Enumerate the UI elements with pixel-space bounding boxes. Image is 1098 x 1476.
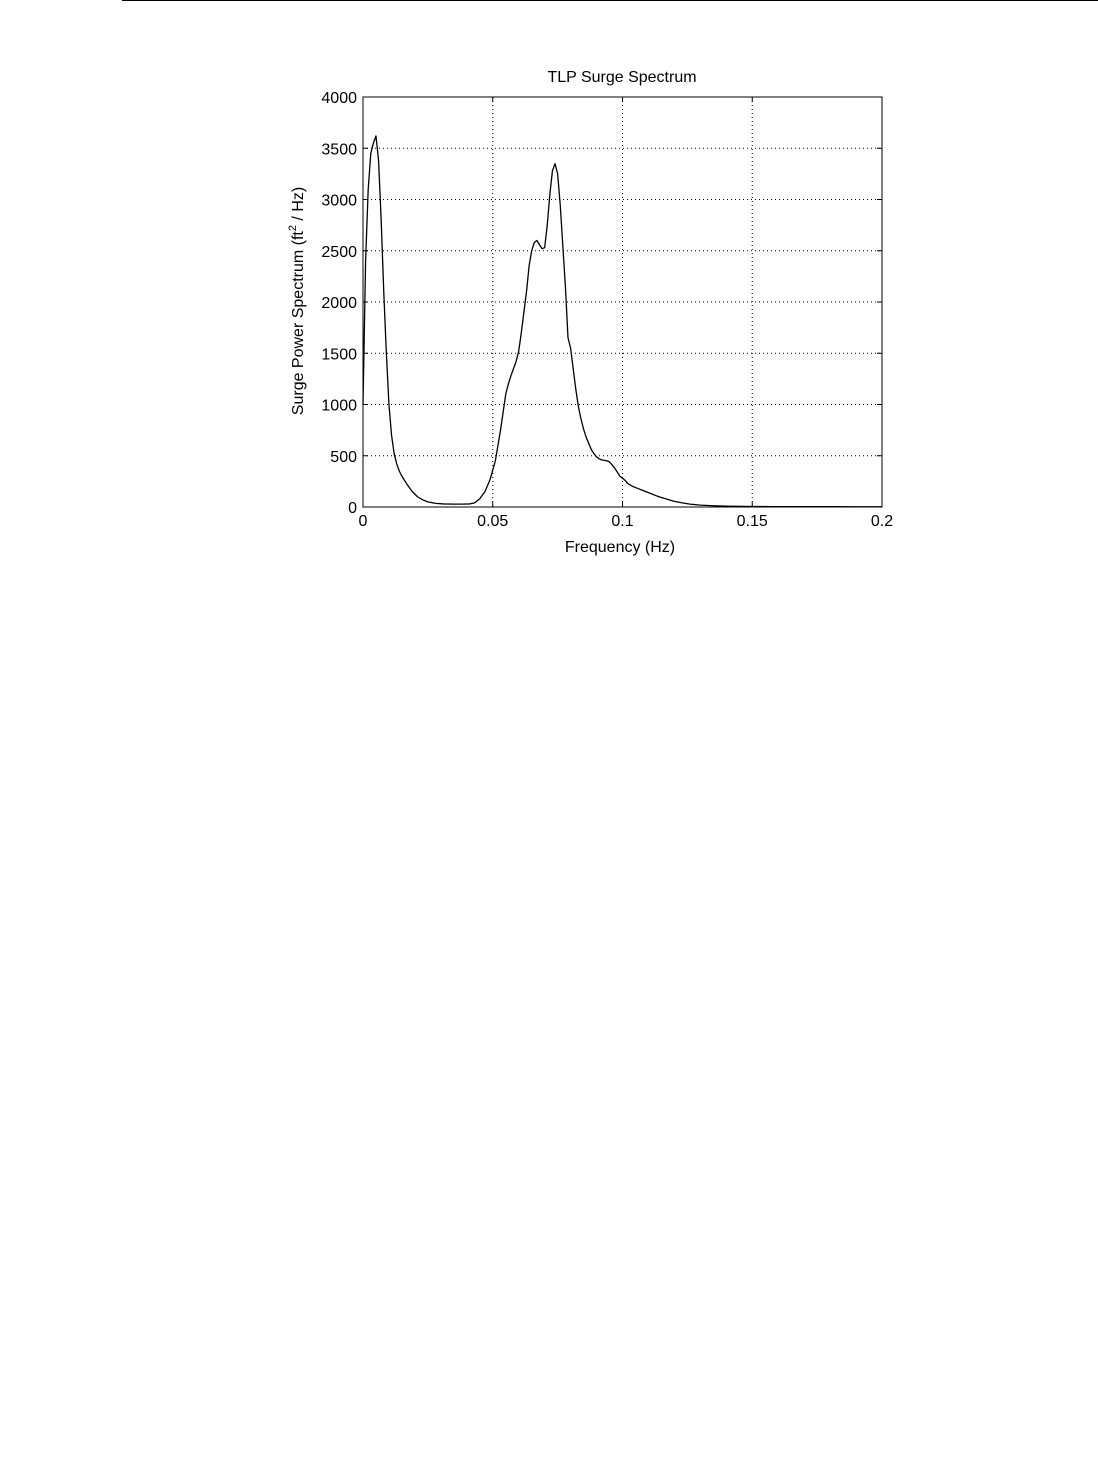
x-tick-label: 0.1 [611, 513, 633, 530]
series-line-surge-spectrum [362, 135, 882, 508]
surge-spectrum-chart: TLP Surge Spectrum 0 0.05 0.1 0.15 0.2 0 500 1… [287, 69, 894, 556]
x-tick-labels: 0 0.05 0.1 0.15 0.2 [359, 513, 894, 530]
x-axis-title: Frequency (Hz) [565, 539, 675, 556]
y-axis-title-prefix: Surge Power Spectrum (ft [290, 231, 307, 416]
header-rule [122, 0, 1098, 1]
x-tick-label: 0 [359, 513, 368, 530]
x-tick-label: 0.15 [737, 513, 768, 530]
y-axis-title: Surge Power Spectrum (ft2 / Hz) [287, 187, 307, 415]
y-axis-title-suffix: / Hz) [290, 187, 307, 225]
y-tick-label: 2500 [321, 244, 357, 261]
chart-title: TLP Surge Spectrum [547, 69, 696, 86]
y-tick-label: 1500 [321, 346, 357, 363]
y-tick-labels: 0 500 1000 1500 2000 2500 3000 3500 4000 [321, 90, 357, 517]
x-tick-label: 0.05 [477, 513, 508, 530]
y-axis-title-superscript: 2 [287, 225, 299, 231]
grid-lines [363, 97, 882, 507]
y-tick-label: 4000 [321, 90, 357, 107]
y-tick-label: 3500 [321, 141, 357, 158]
y-tick-label: 3000 [321, 193, 357, 210]
x-tick-label: 0.2 [871, 513, 893, 530]
y-tick-label: 500 [330, 449, 357, 466]
y-tick-label: 0 [348, 500, 357, 517]
y-tick-label: 1000 [321, 398, 357, 415]
y-tick-label: 2000 [321, 295, 357, 312]
